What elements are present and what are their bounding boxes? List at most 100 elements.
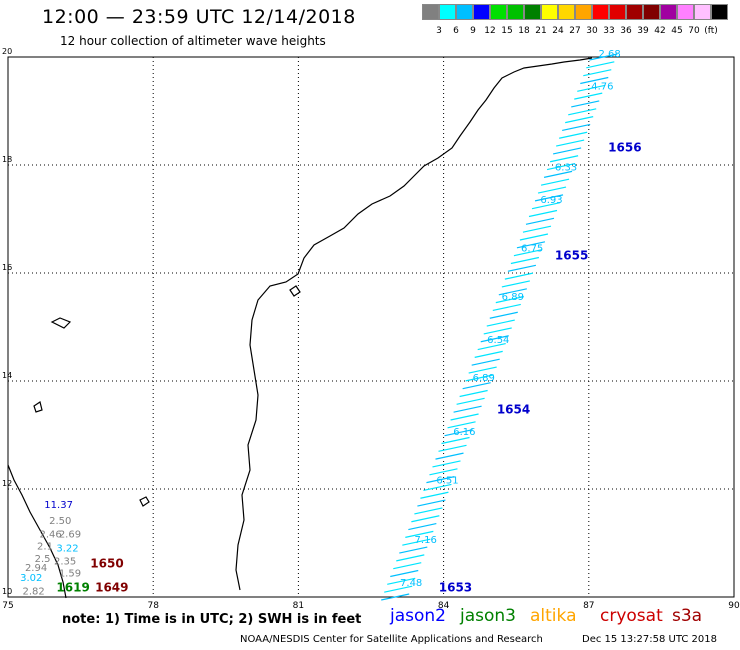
- track-tick: [543, 170, 573, 178]
- y-tick-label: 12: [2, 479, 12, 488]
- track-tick: [516, 241, 546, 249]
- colorbar-swatch: [694, 4, 711, 20]
- colorbar-label: 45: [671, 26, 683, 36]
- swh-label: 7.48: [400, 578, 422, 589]
- swh-label: 2.35: [54, 557, 76, 568]
- timestamp: Dec 15 13:27:58 UTC 2018: [582, 634, 717, 645]
- colorbar-label: 42: [654, 26, 666, 36]
- swh-label: 6.89: [502, 292, 524, 303]
- track-tick: [556, 139, 585, 147]
- time-label: 1656: [608, 141, 641, 155]
- track-tick: [574, 92, 603, 100]
- track-tick: [429, 468, 458, 476]
- track-tick: [447, 421, 476, 429]
- colorbar-label: 12: [484, 26, 496, 36]
- swh-label: 2.5: [35, 554, 51, 565]
- track-tick: [393, 562, 422, 570]
- swh-label: 1.59: [59, 568, 81, 579]
- track-tick: [450, 413, 479, 421]
- y-tick-label: 18: [2, 155, 12, 164]
- track-tick: [474, 350, 503, 358]
- track-tick: [468, 366, 497, 374]
- track-tick: [534, 194, 564, 202]
- colorbar-swatch: [711, 4, 728, 20]
- colorbar-swatch: [626, 4, 643, 20]
- track-tick: [546, 162, 576, 171]
- track-tick: [390, 569, 419, 578]
- y-tick-label: 16: [2, 263, 12, 272]
- time-label: 1653: [439, 581, 472, 595]
- colorbar-swatch: [541, 4, 558, 20]
- time-label: 1655: [555, 249, 588, 263]
- track-tick: [411, 515, 440, 523]
- track-tick: [462, 382, 491, 390]
- time-label: 1650: [90, 556, 123, 570]
- track-tick: [480, 335, 509, 343]
- colorbar-label: 15: [501, 26, 513, 36]
- track-tick: [522, 225, 552, 233]
- mission-cryosat: cryosat: [600, 606, 663, 626]
- swh-label: 2.1: [37, 541, 53, 552]
- swh-label: 2.94: [25, 563, 47, 574]
- track-tick: [435, 452, 464, 460]
- satellite-track: [381, 53, 618, 601]
- track-tick: [540, 178, 570, 186]
- track-tick: [565, 116, 594, 124]
- colorbar-label: 70: [688, 26, 700, 36]
- track-tick: [568, 108, 597, 116]
- colorbar-swatch: [677, 4, 694, 20]
- track-tick: [586, 61, 615, 69]
- mission-jason3: jason3: [460, 606, 516, 626]
- track-tick: [504, 272, 533, 280]
- track-tick: [432, 460, 461, 468]
- swh-label: 6.51: [436, 476, 458, 487]
- footer-note: note: 1) Time is in UTC; 2) SWH is in fe…: [62, 612, 362, 627]
- x-tick-label: 87: [583, 601, 594, 611]
- island-small-3: [139, 496, 150, 507]
- colorbar-swatch: [592, 4, 609, 20]
- track-tick: [408, 522, 437, 531]
- track-tick: [471, 358, 500, 366]
- x-tick-label: 75: [2, 601, 13, 611]
- track-tick: [402, 538, 431, 546]
- coastline: [7, 57, 593, 599]
- track-tick: [381, 593, 410, 601]
- swh-label: 2.69: [59, 530, 81, 541]
- track-tick: [510, 256, 540, 265]
- track-tick: [580, 76, 609, 85]
- track-tick: [387, 577, 416, 585]
- x-tick-label: 84: [438, 601, 450, 611]
- colorbar-swatch: [609, 4, 626, 20]
- mission-jason2: jason2: [390, 606, 446, 626]
- island-small-2: [50, 317, 72, 329]
- track-tick: [384, 585, 413, 593]
- swh-label: 2.50: [49, 516, 71, 527]
- colorbar-label: 3: [436, 26, 442, 36]
- colorbar-label: 27: [569, 26, 581, 36]
- colorbar-label: 18: [518, 26, 530, 36]
- swh-label: 11.37: [44, 500, 73, 511]
- track-tick: [501, 280, 530, 288]
- colorbar-swatch: [558, 4, 575, 20]
- track-tick: [453, 405, 482, 413]
- colorbar-label: 6: [453, 26, 459, 36]
- swh-label: 6.33: [555, 162, 577, 173]
- track-tick: [525, 217, 555, 225]
- track-tick: [399, 546, 428, 554]
- track-tick: [444, 429, 473, 437]
- track-tick: [426, 476, 455, 484]
- colorbar-label: 33: [603, 26, 615, 36]
- track-tick: [396, 554, 425, 562]
- track-tick: [438, 444, 467, 452]
- track-tick: [417, 499, 446, 507]
- swh-label: 3.02: [20, 573, 42, 584]
- coastline-sri-lanka-west: [235, 57, 593, 591]
- x-tick-label: 78: [147, 601, 159, 611]
- colorbar-swatch: [575, 4, 592, 20]
- track-tick: [498, 288, 527, 296]
- track-tick: [589, 53, 618, 61]
- island-small-4: [33, 401, 43, 413]
- track-tick: [405, 530, 434, 538]
- track-tick: [486, 319, 515, 327]
